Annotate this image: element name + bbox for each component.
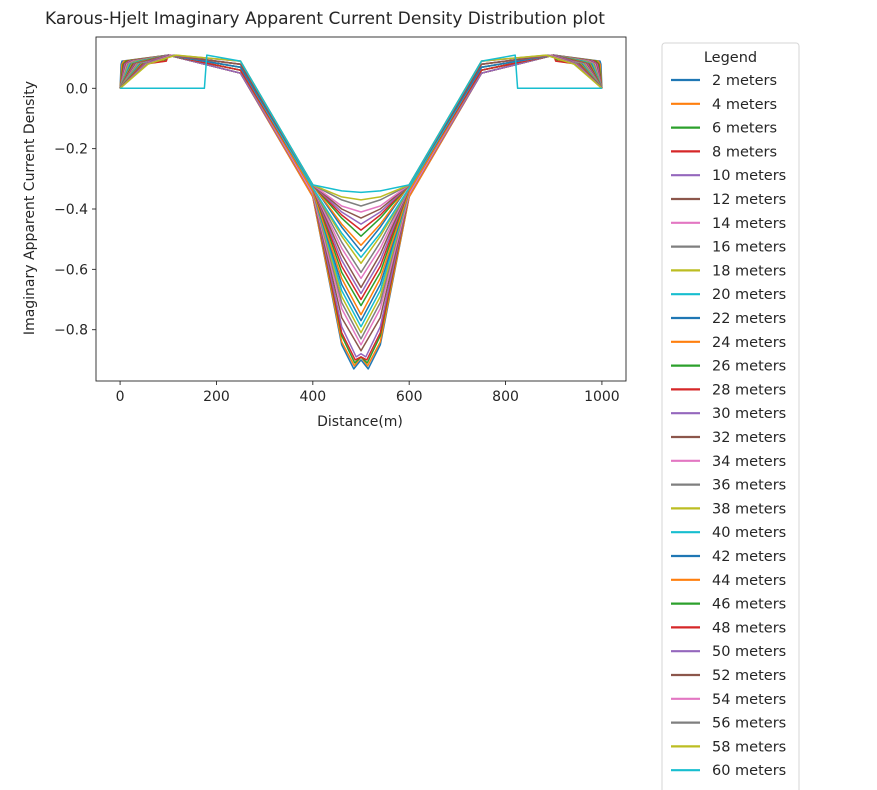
legend-entry: 8 meters	[712, 144, 777, 160]
series-line-50-meters	[119, 54, 603, 225]
legend-entry: 2 meters	[712, 73, 777, 89]
legend-entry: 14 meters	[712, 216, 786, 232]
legend-entry: 34 meters	[712, 454, 786, 470]
legend-entry: 4 meters	[712, 97, 777, 113]
y-tick-label: −0.6	[54, 262, 88, 278]
legend-entry: 18 meters	[712, 263, 786, 279]
series-line-32-meters	[119, 54, 603, 289]
legend-entry: 26 meters	[712, 359, 786, 375]
series-line-24-meters	[119, 54, 603, 316]
chart-title: Karous-Hjelt Imaginary Apparent Current …	[45, 9, 605, 29]
legend-entry: 30 meters	[712, 406, 786, 422]
legend-entry: 20 meters	[712, 287, 786, 303]
legend-entry: 50 meters	[712, 644, 786, 660]
x-tick-label: 800	[492, 389, 519, 405]
y-tick-label: −0.8	[54, 323, 88, 339]
legend-entry: 12 meters	[712, 192, 786, 208]
legend-entry: 6 meters	[712, 121, 777, 137]
series-line-22-meters	[119, 54, 603, 322]
legend-entry: 16 meters	[712, 240, 786, 256]
y-axis-label: Imaginary Apparent Current Density	[22, 81, 38, 335]
legend-entry: 40 meters	[712, 525, 786, 541]
legend-entry: 42 meters	[712, 549, 786, 565]
legend-entry: 38 meters	[712, 501, 786, 517]
series-line-44-meters	[119, 54, 603, 246]
series-line-40-meters	[119, 54, 603, 259]
y-tick-label: 0.0	[66, 81, 88, 97]
legend-title: Legend	[704, 50, 757, 66]
series-line-20-meters	[119, 54, 603, 328]
series-lines	[119, 54, 603, 370]
series-line-60-meters	[120, 54, 602, 194]
x-tick-label: 1000	[584, 389, 620, 405]
legend-entry: 36 meters	[712, 478, 786, 494]
y-tick-label: −0.4	[54, 202, 88, 218]
series-line-38-meters	[119, 54, 603, 265]
series-line-42-meters	[119, 54, 603, 252]
legend-entry: 52 meters	[712, 668, 786, 684]
legend-entry: 60 meters	[712, 763, 786, 779]
legend-entry: 48 meters	[712, 620, 786, 636]
legend-entry: 58 meters	[712, 739, 786, 755]
legend-entry: 56 meters	[712, 716, 786, 732]
series-line-18-meters	[119, 54, 603, 334]
legend-entry: 24 meters	[712, 335, 786, 351]
legend-entry: 22 meters	[712, 311, 786, 327]
legend-entry: 32 meters	[712, 430, 786, 446]
series-line-58-meters	[119, 54, 603, 201]
series-line-54-meters	[119, 54, 603, 213]
x-tick-label: 400	[299, 389, 326, 405]
series-line-52-meters	[119, 54, 603, 219]
legend-entry: 46 meters	[712, 597, 786, 613]
y-tick-label: −0.2	[54, 142, 88, 158]
legend-entry: 44 meters	[712, 573, 786, 589]
series-line-56-meters	[119, 54, 603, 207]
legend: Legend 2 meters 4 meters 6 meters 8 meters 10…	[661, 42, 800, 790]
series-line-26-meters	[119, 54, 603, 307]
plot-area: 0 200 400 600 800 1000 0.0 −0.2 −0.4 −0.6 −0.8	[54, 36, 627, 405]
x-axis-label: Distance(m)	[317, 414, 403, 430]
series-line-12-meters	[119, 54, 603, 352]
x-tick-label: 0	[116, 389, 125, 405]
legend-entry: 10 meters	[712, 168, 786, 184]
series-line-16-meters	[119, 54, 603, 340]
series-line-46-meters	[119, 54, 603, 237]
legend-entry: 54 meters	[712, 692, 786, 708]
x-tick-label: 600	[396, 389, 423, 405]
series-line-6-meters	[119, 54, 603, 364]
series-line-48-meters	[119, 54, 603, 231]
legend-entry: 28 meters	[712, 382, 786, 398]
x-tick-label: 200	[203, 389, 230, 405]
